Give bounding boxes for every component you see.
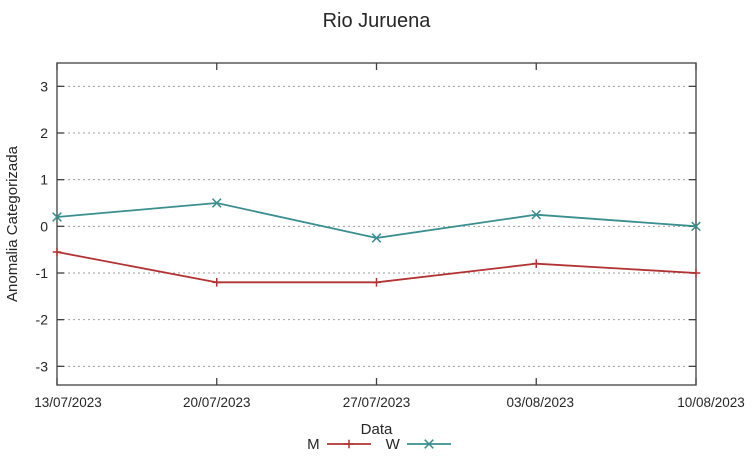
x-tick-label: 27/07/2023 [343,395,411,410]
legend-sample-M [326,439,371,449]
series-marker-W [52,212,62,222]
series-marker-W [371,233,382,243]
legend-marker-W [423,439,434,449]
legend-label-W: W [385,435,400,453]
y-tick-label: -3 [36,358,49,374]
series-marker-W [531,209,542,220]
x-tick-label: 13/07/2023 [34,395,102,410]
series-marker-M [212,278,222,287]
y-axis-label: Anomalia Categorizada [4,146,21,302]
x-axis-label: Data [360,421,393,438]
series-marker-M [691,268,701,278]
series-marker-M [52,247,62,257]
series-marker-M [531,259,541,268]
x-tick-label: 03/08/2023 [506,395,574,410]
plot-border [56,62,697,386]
y-tick-label: 2 [40,125,48,141]
y-tick-label: 3 [40,78,48,94]
y-tick-label: 0 [40,218,48,234]
legend-sample-W [406,439,451,449]
legend-label-M: M [307,435,320,453]
x-tick-label: 20/07/2023 [183,395,251,410]
series-marker-W [211,198,222,208]
series-marker-W [691,221,701,232]
x-tick-label: 10/08/2023 [677,395,745,410]
series-marker-M [372,278,381,287]
series-line-M [56,251,697,284]
legend-marker-M [344,439,353,449]
series-line-W [56,202,697,239]
y-tick-label: -1 [36,265,49,281]
y-tick-label: 1 [40,172,48,188]
y-tick-label: -2 [36,312,49,328]
chart-title: Rio Juruena [322,10,431,32]
